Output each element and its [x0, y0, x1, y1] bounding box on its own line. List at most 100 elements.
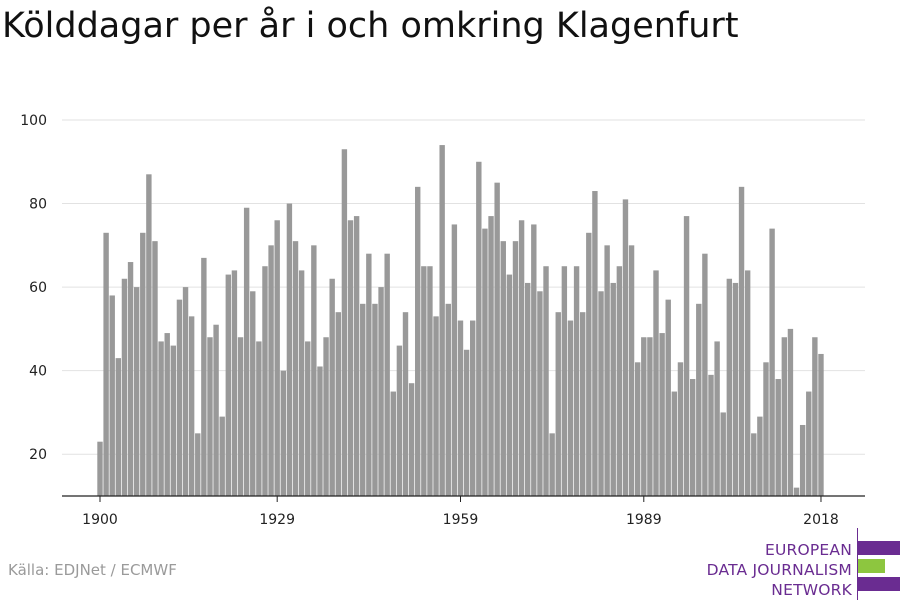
- bar-1997: [689, 379, 696, 496]
- bar-2010: [769, 228, 775, 496]
- bar-1950: [402, 312, 409, 496]
- logo-line-3: NETWORK: [771, 581, 852, 599]
- bar-1988: [634, 362, 641, 496]
- bar-1957: [445, 303, 451, 496]
- bar-1969: [518, 220, 525, 496]
- bar-1991: [653, 270, 659, 496]
- bar-1911: [164, 333, 170, 496]
- bar-2007: [751, 433, 757, 496]
- bar-2014: [793, 487, 800, 496]
- bar-1970: [525, 282, 531, 496]
- bar-1996: [683, 216, 690, 497]
- bar-1945: [372, 303, 378, 496]
- bar-1939: [335, 312, 341, 496]
- bar-2004: [732, 282, 739, 496]
- bar-1993: [665, 299, 671, 496]
- bar-1963: [482, 228, 488, 496]
- bar-1905: [127, 262, 134, 496]
- bar-2002: [720, 412, 726, 496]
- bar-2001: [714, 341, 720, 496]
- bar-1924: [243, 207, 250, 496]
- bar-1974: [549, 433, 555, 496]
- source-note: Källa: EDJNet / ECMWF: [8, 561, 177, 579]
- y-tick-label: 60: [29, 280, 47, 296]
- bar-1940: [341, 149, 348, 496]
- bar-1992: [659, 333, 665, 496]
- bar-1927: [262, 266, 268, 496]
- bar-1928: [268, 245, 274, 496]
- bar-1967: [506, 274, 513, 496]
- x-tick-label: 1900: [82, 512, 118, 528]
- bar-1977: [567, 320, 574, 496]
- bar-1965: [494, 182, 500, 496]
- bar-2016: [806, 391, 812, 496]
- bar-1915: [188, 316, 195, 496]
- bar-1952: [415, 186, 421, 496]
- bar-1983: [604, 245, 610, 496]
- edjnet-logo: EUROPEAN DATA JOURNALISM NETWORK: [700, 528, 900, 600]
- bar-1925: [250, 291, 256, 496]
- bar-1931: [286, 203, 293, 497]
- bar-1990: [647, 337, 653, 496]
- bar-1900: [97, 441, 103, 496]
- y-tick-label: 80: [29, 197, 47, 213]
- bar-2006: [744, 270, 751, 496]
- bar-1948: [390, 391, 396, 496]
- bar-1951: [408, 383, 415, 496]
- bar-1922: [231, 270, 238, 496]
- bar-2003: [726, 278, 733, 496]
- bar-2008: [757, 416, 763, 496]
- bar-2009: [763, 362, 769, 496]
- bar-1982: [598, 291, 604, 496]
- bar-1934: [305, 341, 311, 496]
- bar-1933: [298, 270, 305, 496]
- bar-1936: [317, 366, 323, 496]
- bar-1954: [427, 266, 433, 496]
- bar-1994: [671, 391, 678, 496]
- bar-1929: [274, 220, 280, 496]
- bar-1914: [182, 287, 189, 496]
- bar-1956: [439, 145, 445, 497]
- bar-2012: [781, 337, 788, 496]
- y-tick-label: 20: [29, 447, 47, 463]
- bar-1923: [237, 337, 244, 496]
- bar-1906: [133, 287, 140, 496]
- bar-2015: [799, 424, 806, 496]
- bar-1987: [628, 245, 635, 496]
- bar-1989: [641, 337, 647, 496]
- bar-1968: [512, 241, 519, 496]
- bar-1984: [610, 282, 616, 496]
- bar-1976: [561, 266, 568, 496]
- bar-1944: [366, 253, 372, 496]
- bar-1921: [225, 274, 232, 496]
- bar-1955: [433, 316, 439, 496]
- bar-1971: [531, 224, 537, 496]
- y-tick-label: 40: [29, 364, 47, 380]
- bar-1946: [378, 287, 384, 496]
- bar-1979: [579, 312, 586, 496]
- bar-1917: [201, 257, 207, 496]
- bar-1935: [311, 245, 317, 496]
- logo-bar-top: [858, 541, 900, 555]
- bar-1986: [622, 199, 629, 496]
- bar-2013: [787, 328, 794, 496]
- bar-1941: [347, 220, 354, 496]
- bar-1961: [470, 320, 476, 496]
- bar-1999: [702, 253, 708, 496]
- bar-1959: [457, 320, 464, 496]
- bar-1907: [140, 232, 146, 497]
- bar-1903: [115, 358, 122, 496]
- logo-bar-bottom: [858, 577, 900, 591]
- bar-1916: [195, 433, 201, 496]
- bar-2017: [812, 337, 818, 496]
- bar-1953: [421, 266, 427, 496]
- x-tick-label: 1959: [443, 512, 479, 528]
- bar-1964: [488, 216, 494, 497]
- bar-1978: [573, 266, 580, 496]
- chart-title: Kölddagar per år i och omkring Klagenfur…: [2, 6, 739, 46]
- x-tick-label: 1929: [259, 512, 295, 528]
- bar-1975: [555, 312, 561, 496]
- bar-1949: [396, 345, 403, 496]
- x-tick-label: 2018: [803, 512, 839, 528]
